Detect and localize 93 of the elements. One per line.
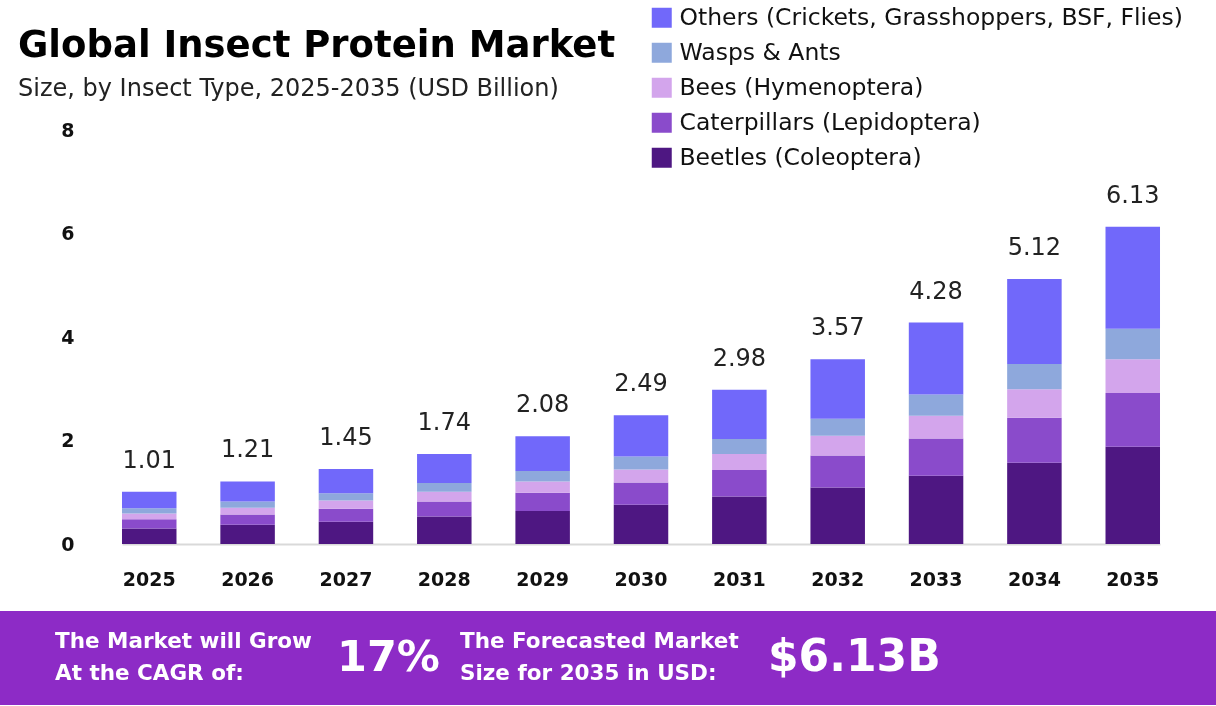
legend-label: Caterpillars (Lepidoptera)	[679, 107, 981, 136]
bar	[220, 514, 275, 525]
bar	[515, 510, 570, 544]
bar	[417, 516, 472, 544]
bar	[417, 501, 472, 517]
bar	[417, 453, 472, 483]
x-tick-label: 2035	[1106, 567, 1160, 590]
bar	[613, 482, 669, 505]
bar	[318, 500, 374, 509]
total-label: 1.45	[319, 422, 373, 451]
total-label: 1.01	[122, 445, 176, 474]
legend-label: Beetles (Coleoptera)	[679, 142, 922, 171]
bar	[220, 481, 275, 502]
bar	[810, 487, 865, 544]
bar	[1007, 417, 1062, 463]
bar	[121, 519, 177, 529]
bar	[908, 394, 964, 416]
bar	[810, 418, 865, 436]
bar	[1105, 392, 1161, 447]
bar	[908, 322, 964, 395]
bar	[515, 471, 570, 482]
bar	[908, 438, 964, 476]
bar	[613, 504, 669, 544]
bar	[810, 455, 865, 488]
bar	[220, 524, 275, 544]
bar	[220, 507, 275, 515]
x-tick-label: 2029	[516, 567, 570, 590]
x-tick-label: 2030	[614, 567, 668, 590]
bar	[712, 438, 767, 454]
y-tick-label: 6	[61, 222, 75, 244]
bar	[515, 492, 570, 511]
x-tick-label: 2031	[712, 567, 766, 590]
bar	[908, 415, 964, 439]
text: The Market will Grow At the CAGR of:	[55, 628, 313, 685]
x-tick-label: 2034	[1007, 567, 1061, 590]
bar	[810, 359, 865, 419]
bar	[515, 481, 570, 493]
bar	[1007, 462, 1062, 544]
y-tick-label: 8	[61, 118, 75, 141]
x-tick-label: 2032	[811, 567, 865, 590]
bar	[1007, 389, 1062, 418]
x-tick-label: 2028	[417, 567, 471, 590]
bar	[712, 453, 767, 470]
bar	[810, 435, 865, 456]
x-tick-label: 2026	[221, 567, 275, 590]
text: 17%	[337, 631, 440, 681]
bar	[121, 528, 177, 544]
legend-label: Others (Crickets, Grasshoppers, BSF, Flies)	[679, 2, 1183, 31]
bar	[1007, 363, 1062, 390]
bar	[515, 436, 570, 472]
bar	[1105, 328, 1161, 360]
text: $6.13B	[768, 630, 941, 681]
bar	[712, 389, 767, 439]
total-label: 3.57	[810, 313, 865, 342]
bar	[417, 491, 472, 502]
text: The Forecasted Market Size for 2035 in USD:	[460, 628, 739, 685]
chart-subtitle: Size, by Insect Type, 2025-2035 (USD Billion)	[18, 74, 559, 102]
bar	[121, 513, 177, 520]
total-label: 1.74	[417, 407, 472, 436]
y-tick-label: 2	[61, 429, 75, 451]
bar	[613, 469, 669, 483]
bar	[1105, 226, 1161, 329]
total-label: 4.28	[909, 276, 963, 305]
legend-label: Bees (Hymenoptera)	[679, 72, 924, 101]
bar	[1007, 279, 1062, 364]
total-label: 2.49	[614, 369, 668, 398]
y-tick-label: 0	[61, 532, 75, 555]
total-label: 6.13	[1106, 180, 1160, 209]
bar	[712, 496, 767, 544]
total-label: 5.12	[1007, 233, 1062, 262]
total-label: 2.98	[712, 343, 767, 372]
y-tick-label: 4	[61, 325, 75, 348]
bar	[318, 493, 374, 501]
total-label: 2.08	[515, 390, 570, 419]
bar	[613, 456, 669, 470]
bar	[318, 508, 374, 522]
bar	[908, 475, 964, 544]
bar	[121, 508, 177, 514]
bar	[220, 501, 275, 508]
x-tick-label: 2025	[122, 567, 176, 590]
bar	[613, 415, 669, 457]
bar	[318, 468, 374, 494]
bar	[712, 470, 767, 497]
bar	[1105, 446, 1161, 544]
chart-title: Global Insect Protein Market	[18, 23, 616, 66]
bar	[318, 521, 374, 544]
total-label: 1.21	[220, 435, 275, 464]
bar	[1105, 359, 1161, 393]
bar	[417, 482, 472, 492]
bar	[121, 491, 177, 509]
x-tick-label: 2033	[909, 567, 963, 590]
x-tick-label: 2027	[319, 567, 373, 590]
legend-label: Wasps & Ants	[679, 37, 841, 66]
